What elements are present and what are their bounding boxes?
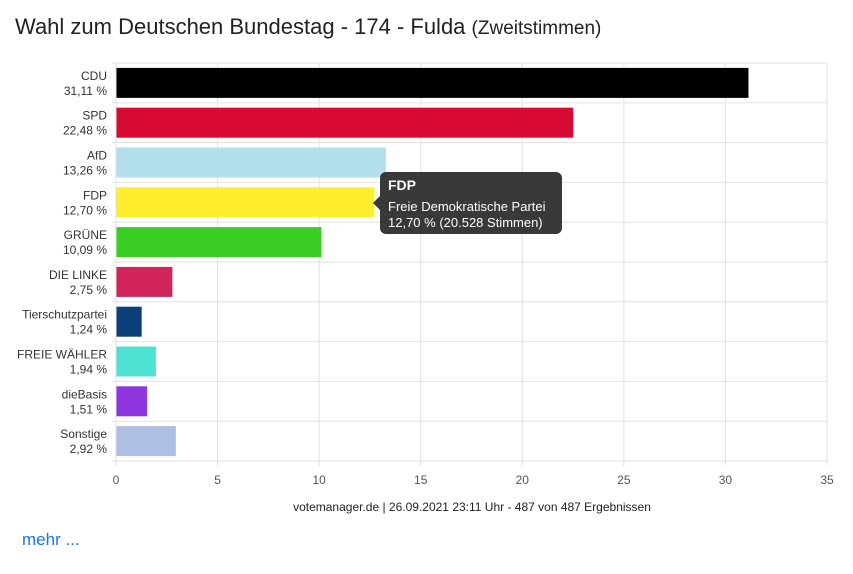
x-tick-label: 25 [617, 473, 631, 487]
x-tick-label: 15 [414, 473, 428, 487]
category-label: Tierschutzpartei [22, 308, 107, 322]
category-label: SPD [82, 109, 107, 123]
bar-sonstige[interactable] [116, 426, 176, 457]
category-label: DIE LINKE [49, 268, 107, 282]
x-tick-label: 0 [113, 473, 120, 487]
tooltip-value: 12,70 % (20.528 Stimmen) [388, 215, 543, 230]
x-tick-label: 35 [820, 473, 834, 487]
bar-cdu[interactable] [116, 67, 749, 98]
value-label: 10,09 % [63, 243, 107, 257]
category-label: Sonstige [60, 427, 107, 441]
value-label: 1,94 % [70, 363, 108, 377]
chart-bars [116, 67, 749, 457]
value-label: 22,48 % [63, 124, 107, 138]
x-tick-label: 10 [312, 473, 326, 487]
bar-tierschutzpartei[interactable] [116, 306, 142, 337]
chart-subtitle: (Zweitstimmen) [471, 18, 602, 39]
more-link[interactable]: mehr ... [22, 530, 80, 549]
chart-grid [112, 62, 828, 466]
category-label: GRÜNE [64, 228, 107, 242]
category-label: FREIE WÄHLER [17, 348, 107, 362]
value-label: 2,75 % [70, 283, 108, 297]
tooltip-title: FDP [388, 177, 416, 193]
bar-grüne[interactable] [116, 227, 322, 258]
chart-title: Wahl zum Deutschen Bundestag - 174 - Ful… [15, 14, 466, 39]
x-tick-label: 30 [719, 473, 733, 487]
category-label: FDP [83, 188, 107, 202]
value-label: 2,92 % [70, 442, 108, 456]
value-label: 1,51 % [70, 402, 108, 416]
bar-die-linke[interactable] [116, 266, 173, 297]
bar-fdp[interactable] [116, 187, 375, 218]
bar-diebasis[interactable] [116, 386, 148, 417]
value-label: 13,26 % [63, 164, 107, 178]
x-axis-labels: 0 5 10 15 20 25 30 35 [113, 473, 834, 487]
source-note: votemanager.de | 26.09.2021 23:11 Uhr - … [293, 500, 651, 514]
value-label: 31,11 % [64, 84, 107, 98]
category-label: AfD [87, 149, 107, 163]
bar-tooltip: FDP Freie Demokratische Partei 12,70 % (… [373, 172, 562, 234]
page-title: Wahl zum Deutschen Bundestag - 174 - Ful… [15, 14, 601, 40]
category-label: CDU [81, 69, 107, 83]
bar-freie-wähler[interactable] [116, 346, 156, 377]
bar-afd[interactable] [116, 147, 386, 178]
x-tick-label: 5 [214, 473, 221, 487]
value-label: 12,70 % [63, 203, 107, 217]
category-label: dieBasis [62, 387, 107, 401]
x-tick-label: 20 [516, 473, 530, 487]
bar-spd[interactable] [116, 107, 574, 138]
value-label: 1,24 % [70, 323, 108, 337]
tooltip-party-name: Freie Demokratische Partei [388, 199, 546, 214]
